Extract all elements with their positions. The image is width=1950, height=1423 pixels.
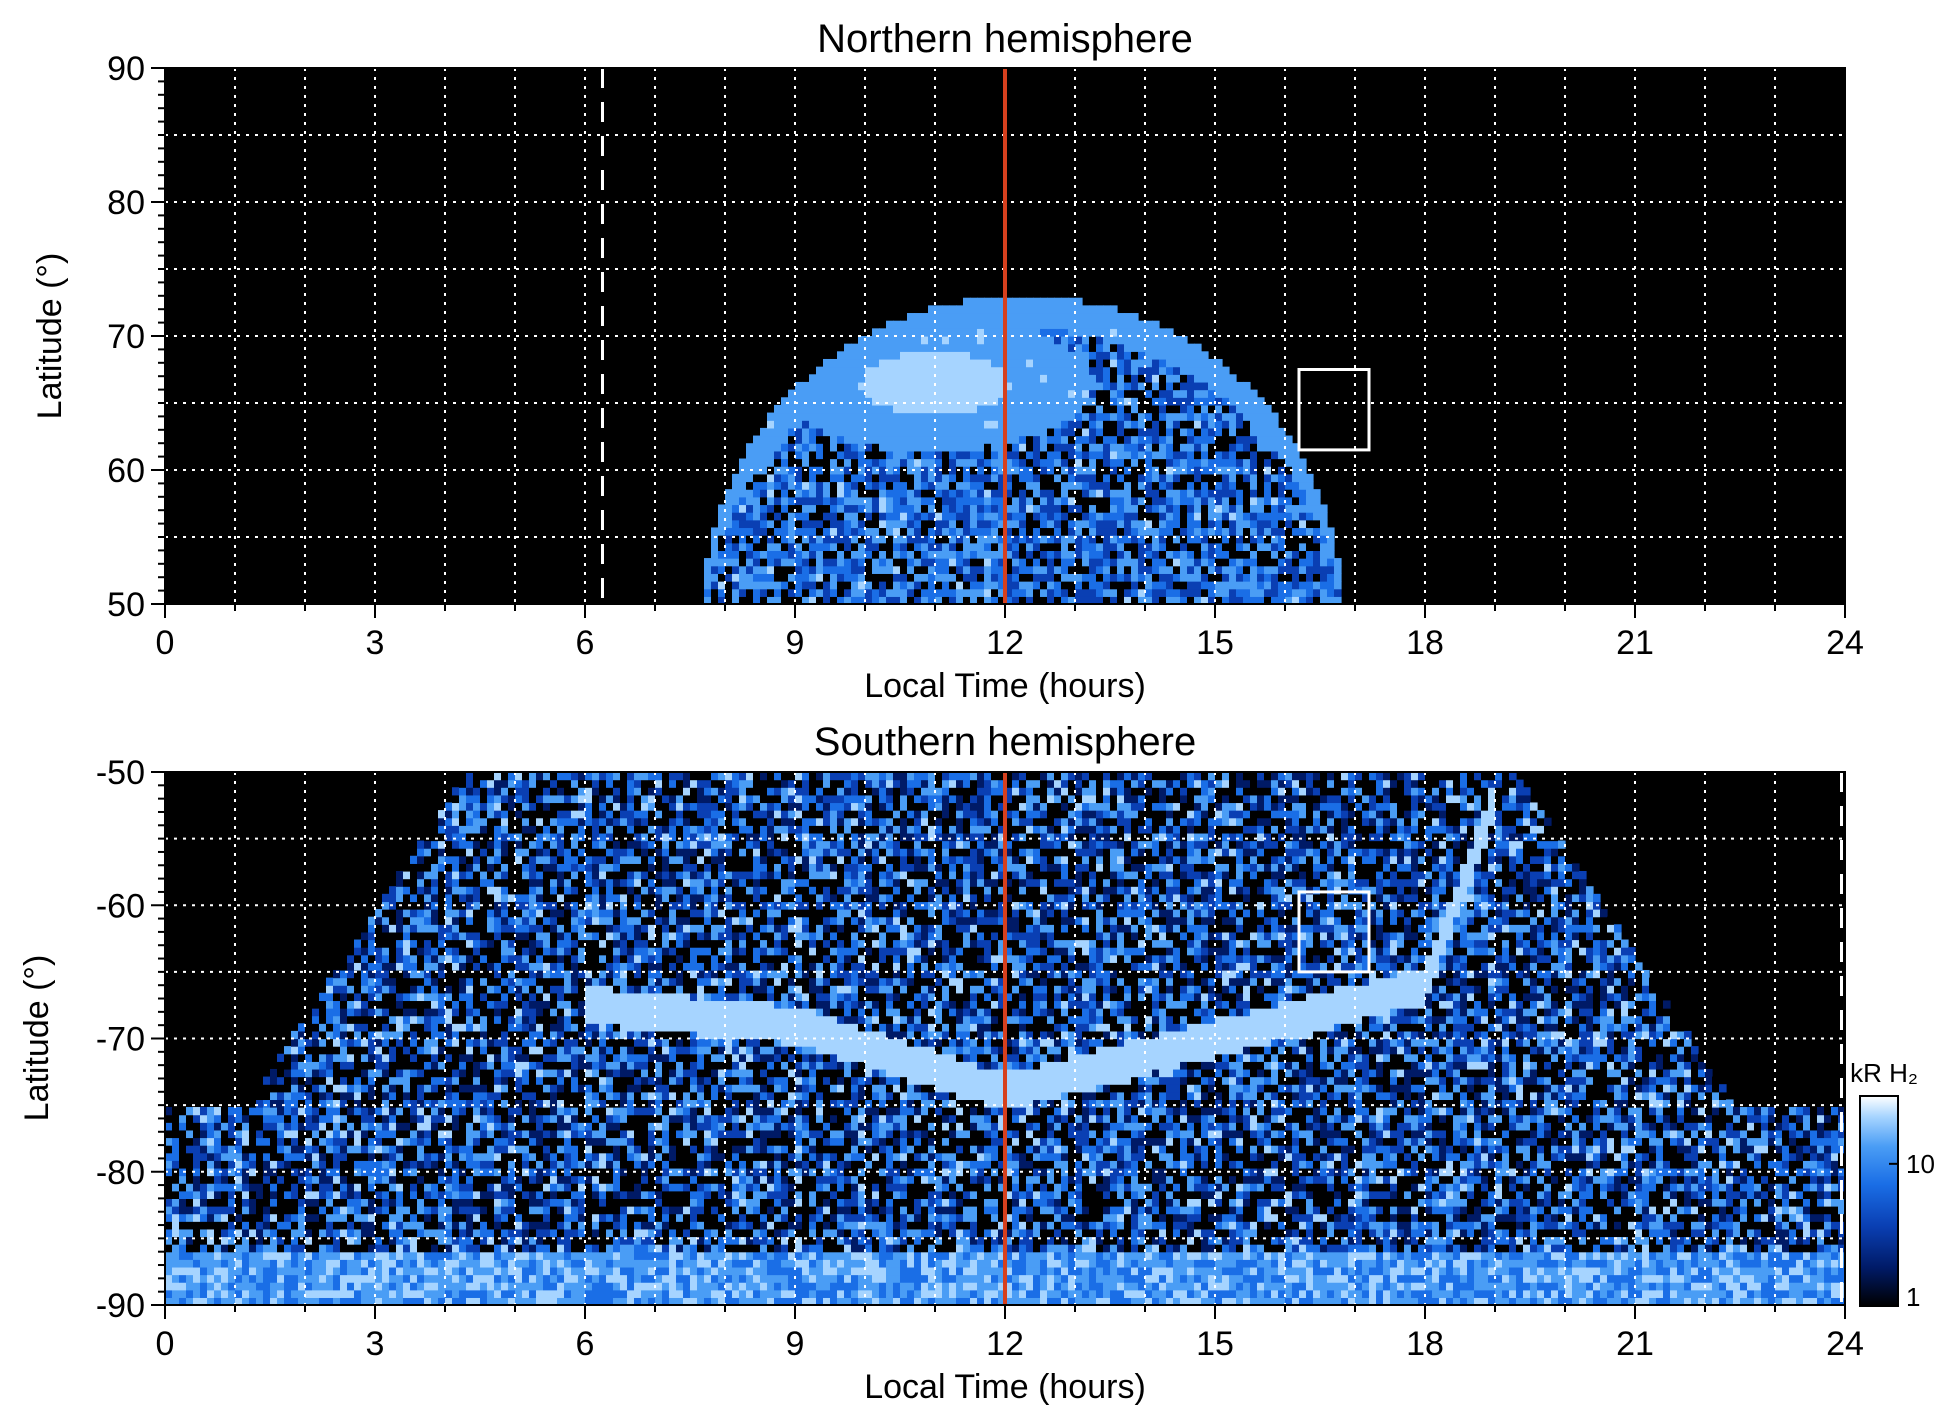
colorbar-label: kR H₂ [1850, 1058, 1918, 1088]
x-tick-label: 12 [986, 1325, 1024, 1363]
colorbar-ticks: 1 10 [1889, 1149, 1935, 1312]
x-tick-label: 0 [156, 624, 175, 662]
x-tick-label: 15 [1196, 1325, 1234, 1363]
region-box [1297, 368, 1371, 452]
y-tick-label: -90 [96, 1287, 145, 1325]
x-tick-label: 3 [366, 624, 385, 662]
x-tick-label: 12 [986, 624, 1024, 662]
y-tick-label: -60 [96, 887, 145, 925]
north-heatmap [704, 297, 1342, 604]
y-tick-label: -80 [96, 1154, 145, 1192]
south-title: Southern hemisphere [814, 720, 1196, 764]
x-tick-label: 15 [1196, 624, 1234, 662]
y-tick-label: -50 [96, 754, 145, 792]
x-tick-label: 0 [156, 1325, 175, 1363]
colorbar-gradient [1859, 1095, 1899, 1307]
x-tick-label: 9 [786, 1325, 805, 1363]
x-tick-label: 6 [576, 1325, 595, 1363]
x-tick-label: 6 [576, 624, 595, 662]
south-y-axis-label: Latitude (°) [18, 955, 56, 1122]
x-tick-label: 3 [366, 1325, 385, 1363]
y-tick-label: 50 [107, 586, 145, 624]
north-overlays [601, 68, 1371, 604]
x-tick-label: 18 [1406, 1325, 1444, 1363]
x-tick-label: 9 [786, 624, 805, 662]
x-tick-label: 18 [1406, 624, 1444, 662]
north-panel: Northern hemisphere 0 3 6 9 12 15 18 21 24 90 80 70… [31, 17, 1864, 705]
south-heatmap [165, 772, 1845, 1305]
colorbar: kR H₂ 1 10 [1850, 1058, 1935, 1312]
south-x-axis-label: Local Time (hours) [864, 1368, 1146, 1406]
north-y-axis-label: Latitude (°) [31, 253, 69, 420]
north-title: Northern hemisphere [817, 17, 1193, 61]
south-panel: Southern hemisphere 0 3 6 9 12 15 18 21 24 -50 -60… [18, 720, 1864, 1406]
colorbar-tick-label: 10 [1906, 1149, 1935, 1179]
x-tick-label: 24 [1826, 624, 1864, 662]
north-axes: 0 3 6 9 12 15 18 21 24 90 80 70 60 50 [107, 50, 1864, 662]
north-x-axis-label: Local Time (hours) [864, 667, 1146, 705]
y-tick-label: 90 [107, 50, 145, 88]
x-tick-label: 21 [1616, 624, 1654, 662]
south-axes: 0 3 6 9 12 15 18 21 24 -50 -60 -70 -80 -90 [96, 754, 1864, 1363]
y-tick-label: 70 [107, 318, 145, 356]
x-tick-label: 24 [1826, 1325, 1864, 1363]
y-tick-label: -70 [96, 1021, 145, 1059]
colorbar-tick-label: 1 [1906, 1282, 1920, 1312]
y-tick-label: 60 [107, 452, 145, 490]
region-box [1297, 890, 1371, 974]
y-tick-label: 80 [107, 184, 145, 222]
south-overlays [1003, 772, 1843, 1305]
x-tick-label: 21 [1616, 1325, 1654, 1363]
